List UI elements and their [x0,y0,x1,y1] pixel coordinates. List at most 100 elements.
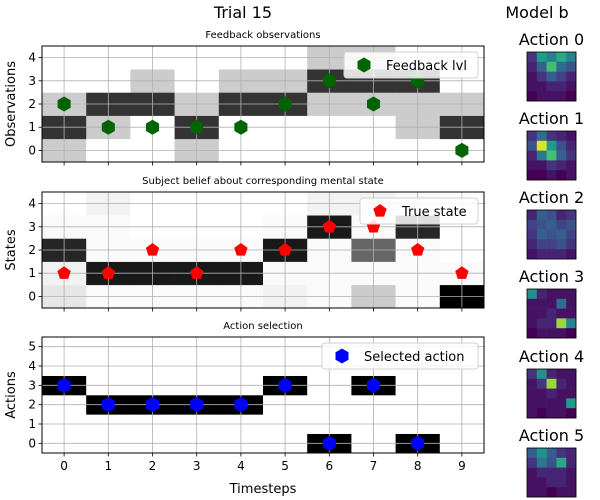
heatmap-cell [536,369,547,380]
heatmap-cell [536,388,547,399]
heatmap-cell [556,91,567,102]
heatmap-cell [527,477,538,488]
y-tick-label: 2 [28,398,36,412]
axes-frame [526,130,577,181]
heatmap-cell [556,219,567,230]
heatmap-cell [566,210,577,221]
heatmap-cell [546,61,557,72]
data-point [57,266,71,279]
heatmap-cell [566,477,577,488]
x-tick-label: 9 [458,459,466,473]
heatmap-cell [536,140,547,151]
data-point [367,377,380,393]
heatmap-cell [556,369,567,380]
heatmap-cell [566,467,577,478]
heatmap-cell [527,318,538,329]
y-tick-label: 3 [28,378,36,392]
x-tick-label: 3 [193,459,201,473]
panel-title: Action selection [223,321,302,332]
heatmap-cell [536,219,547,230]
model-b-panel: Action 2 [519,188,584,260]
legend-marker [335,348,349,364]
heatmap-cell [546,170,557,181]
heatmap-cell [566,388,577,399]
heatmap-cell [536,170,547,181]
heatmap-cell [536,52,547,63]
heatmap-cell [566,328,577,339]
data-point [101,397,115,413]
heatmap-cell [527,328,538,339]
legend-label: Selected action [364,350,465,365]
data-point [234,119,248,135]
data-point [411,243,425,256]
heatmap-cell [546,388,557,399]
model-b-panel: Action 4 [519,347,584,419]
y-tick-label: 1 [28,417,36,431]
heatmap-cell [566,448,577,459]
panel-title: Subject belief about corresponding menta… [142,176,384,187]
y-tick-label: 3 [28,220,36,234]
heatmap-cell [527,52,538,63]
data-point [101,266,115,279]
figure-title: Trial 15 [213,3,272,22]
heatmap-cell [527,131,538,142]
panel-title: Feedback observations [205,30,320,41]
y-axis-label: Observations [4,61,19,147]
heatmap-cell [527,487,538,498]
heatmap-cell [527,160,538,171]
heatmap-cell [566,408,577,419]
x-axis-label: Timesteps [229,482,297,497]
heatmap-cell [546,457,557,468]
heatmap-cell [527,378,538,389]
heatmap-cell [536,378,547,389]
heatmap-cell [566,289,577,300]
heatmap-cell [546,229,557,240]
heatmap-cell [536,477,547,488]
heatmap-cell [527,150,538,161]
panel-title: Action 0 [519,30,584,49]
legend: Selected action [321,342,479,370]
y-tick-label: 0 [28,143,36,157]
data-point [322,435,336,451]
heatmap-cell [566,318,577,329]
heatmap-cell [556,308,567,319]
heatmap-cell [536,487,547,498]
data-point [234,397,248,413]
legend-marker [373,204,387,217]
data-point [145,243,160,256]
heatmap-cell [546,369,557,380]
heatmap-cell [556,298,567,309]
legend: True state [359,197,479,225]
heatmap-cell [536,318,547,329]
data-point [190,397,204,413]
heatmap-cell [527,61,538,72]
heatmap-cell [546,398,557,409]
heatmap-cell [546,239,557,250]
legend-box [321,342,479,370]
heatmap-cell [546,289,557,300]
heatmap-cell [536,328,547,339]
heatmap-cell [546,408,557,419]
panel-title: Action 5 [519,426,584,445]
x-tick-label: 1 [104,459,112,473]
heatmap-cell [536,289,547,300]
plot-panel: Action selection 0 1 2 3 4 5 0 1 2 3 4 5 6 7 8 9 Actions T… [4,321,485,497]
heatmap-cell [536,229,547,240]
y-tick-label: 0 [28,436,36,450]
heatmap-cell [556,52,567,63]
heatmap-cell [527,71,538,82]
model-b-panel: Action 5 [519,426,584,498]
legend-marker [357,57,371,73]
model-b-panel: Action 0 [519,30,584,102]
heatmap-cell [566,239,577,250]
data-point [455,142,469,158]
side-title: Model b [505,3,568,22]
panel-title: Action 1 [519,109,584,128]
heatmap-cell [556,81,567,92]
heatmap-cell [556,170,567,181]
plot-panel: Feedback observations 0 1 2 3 4 Observations Fe… [4,30,485,166]
data-point [190,266,204,279]
axes-frame [526,447,577,498]
heatmap-cell [546,140,557,151]
heatmap-cell [566,378,577,389]
